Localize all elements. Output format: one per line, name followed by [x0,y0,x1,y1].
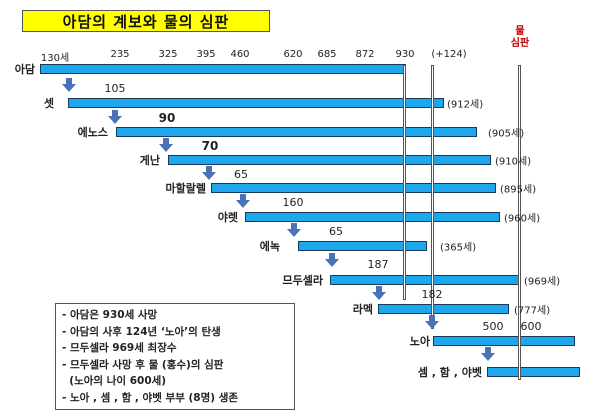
begetting-age: 160 [282,196,304,209]
down-arrow-icon [481,347,495,361]
begetting-age: 105 [104,82,126,95]
person-name: 므두셀라 [282,274,323,287]
tick-label: 395 [196,49,216,60]
lifespan-bar-enoch [298,241,427,251]
lifespan-bar-kenan [168,155,491,165]
adam-death-line [403,65,406,300]
lifespan-label: (777세) [514,305,551,317]
person-name: 에노스 [77,126,108,139]
begetting-age: 187 [367,258,389,271]
lifespan-bar-mahalalel [211,183,496,193]
begetting-age: 500 [482,320,504,333]
flood-label-line: 물 [515,26,525,37]
begetting-age: 70 [201,139,219,153]
note-line: - 아담의 사후 124년 ‘노아’의 탄생 [62,325,221,338]
tick-label: 930 [395,49,415,60]
noah-birth-line [431,65,434,329]
person-name: 셈 , 함 , 야벳 [417,366,482,379]
tick-label: 325 [158,49,178,60]
down-arrow-icon [325,253,339,267]
note-line: - 므두셀라 사망 후 물 (홍수)의 심판 [62,358,224,371]
note-line: (노아의 나이 600세) [62,375,167,387]
tick-label: 685 [317,49,337,60]
down-arrow-icon [202,166,216,180]
lifespan-bar-noah [433,336,575,346]
down-arrow-icon [62,78,76,92]
down-arrow-icon [287,223,301,237]
tick-label: 235 [110,49,130,60]
person-name: 마할랄렐 [165,182,206,195]
begetting-age: 182 [421,288,443,301]
tick-label: 130세 [40,53,70,64]
person-name: 아담 [14,63,35,76]
person-name: 셋 [43,97,54,110]
person-name: 노아 [409,335,430,348]
page-title: 아담의 계보와 물의 심판 [62,12,230,31]
lifespan-bar-seth [68,98,444,108]
lifespan-label: (910세) [495,156,532,168]
tick-label: 620 [283,49,303,60]
noah-flood-age: 600 [520,320,542,333]
lifespan-label: (912세) [447,99,484,111]
lifespan-label: (895세) [500,184,537,196]
lifespan-bar-jared [245,212,500,222]
down-arrow-icon [236,194,250,208]
lifespan-label: (969세) [524,276,561,288]
tick-label: 872 [355,49,375,60]
begetting-age: 90 [158,111,176,125]
down-arrow-icon [108,110,122,124]
notes-box: - 아담은 930세 사망 - 아담의 사후 124년 ‘노아’의 탄생 - 므… [55,303,295,410]
person-name: 야렛 [217,211,238,224]
down-arrow-icon [372,286,386,300]
note-line: - 노아 , 셈 , 함 , 야벳 부부 (8명) 생존 [62,391,239,404]
lifespan-bar-lamech [378,304,509,314]
begetting-age: 65 [234,168,248,181]
lifespan-label: (365세) [440,242,477,254]
lifespan-bar-sons [487,367,580,377]
down-arrow-icon [159,138,173,152]
person-name: 게난 [139,154,160,167]
lifespan-label: (960세) [504,213,541,225]
tick-label: 460 [230,49,250,60]
person-name: 라멕 [352,303,373,316]
person-name: 에녹 [259,240,280,253]
lifespan-label: (905세) [488,128,525,140]
begetting-age: 65 [329,225,343,238]
flood-judgment-label: 물 심판 [511,26,529,50]
lifespan-bar-methuselah [330,275,520,285]
lifespan-bar-adam [40,64,406,74]
flood-label-line: 심판 [510,38,530,49]
down-arrow-icon [425,315,439,329]
tick-label: (+124) [431,49,467,60]
flood-line [518,65,521,380]
note-line: - 아담은 930세 사망 [62,309,158,321]
title-box: 아담의 계보와 물의 심판 [22,10,270,32]
note-line: - 므두셀라 969세 최장수 [62,342,177,354]
lifespan-bar-enosh [116,127,477,137]
